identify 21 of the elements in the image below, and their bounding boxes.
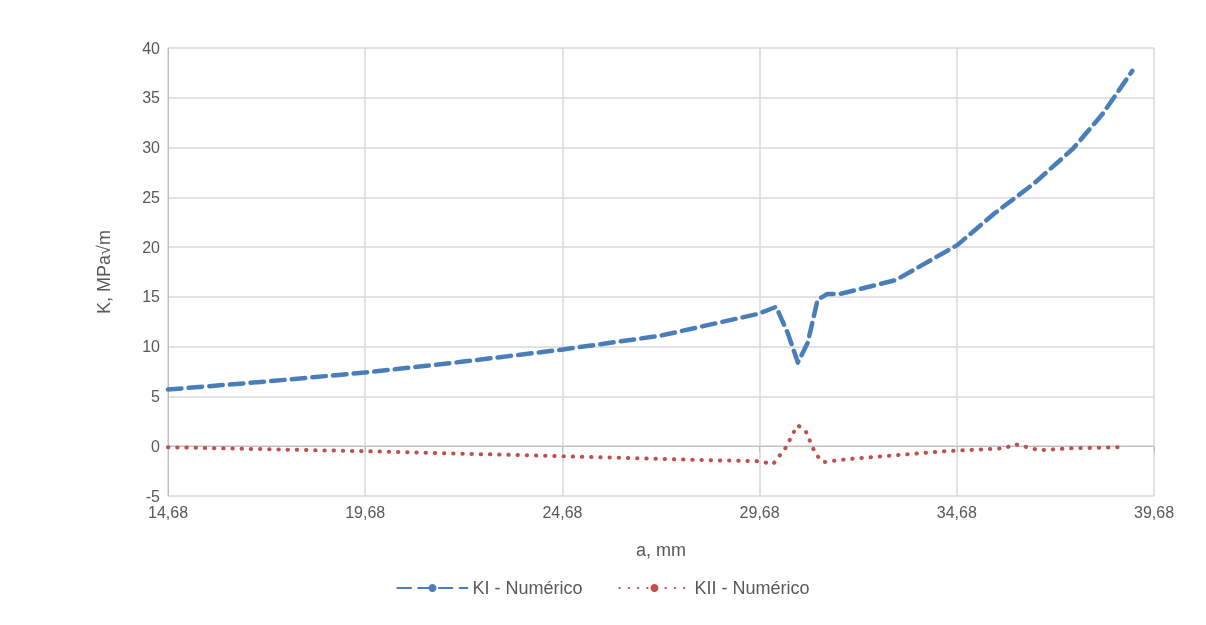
x-tick-label: 34,68 (936, 503, 977, 521)
x-axis-title: a, mm (635, 540, 687, 560)
x-tick-label: 39,68 (1133, 503, 1175, 521)
x-tick-label: 19,68 (345, 503, 386, 521)
y-tick-label: -5 (145, 487, 161, 505)
y-tick-label: 35 (142, 89, 161, 107)
legend-label: KI - Numérico (472, 578, 583, 598)
y-tick-label: 20 (142, 238, 161, 256)
x-tick-label: 14,68 (147, 503, 189, 521)
y-tick-label: 30 (142, 139, 161, 157)
legend-label: KII - Numérico (694, 578, 810, 598)
y-tick-label: 25 (142, 188, 161, 206)
y-tick-label: 10 (142, 338, 161, 356)
y-tick-label: 15 (142, 288, 161, 306)
y-axis-title: K, MPa√m (94, 230, 114, 314)
y-tick-label: 0 (151, 437, 161, 455)
x-tick-label: 24,68 (542, 503, 583, 521)
y-tick-label: 5 (151, 387, 161, 405)
y-tick-label: 40 (142, 39, 161, 57)
line-series (165, 68, 1135, 392)
x-tick-label: 29,68 (739, 503, 780, 521)
